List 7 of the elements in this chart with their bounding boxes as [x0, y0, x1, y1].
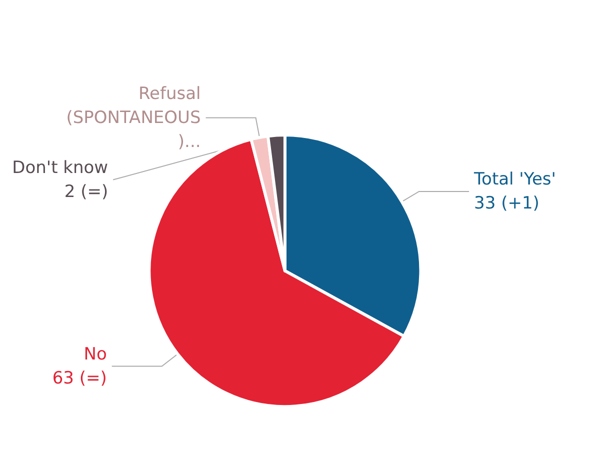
slice-label: No [84, 344, 107, 364]
data-label: 63 (=) [52, 368, 107, 388]
slice-label: Don't know [12, 158, 108, 178]
slice-label: Total 'Yes' [473, 170, 556, 190]
data-label: 33 (+1) [474, 194, 540, 214]
data-label: 2 (=) [64, 182, 108, 202]
slice-label: Refusal (SPONTANEOUS )... [66, 84, 201, 152]
